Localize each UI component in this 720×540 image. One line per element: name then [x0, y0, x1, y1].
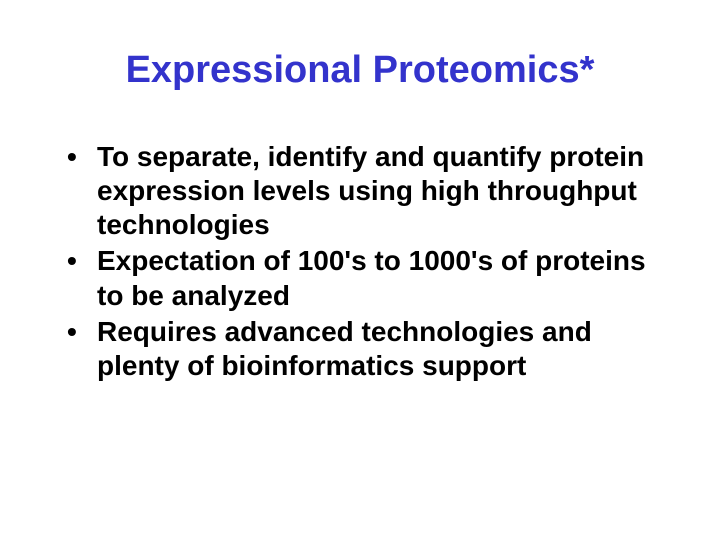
bullet-item: Expectation of 100's to 1000's of protei…	[55, 244, 665, 312]
bullet-item: To separate, identify and quantify prote…	[55, 140, 665, 242]
slide-title: Expressional Proteomics*	[55, 49, 665, 92]
bullet-item: Requires advanced technologies and plent…	[55, 315, 665, 383]
bullet-list: To separate, identify and quantify prote…	[55, 140, 665, 383]
slide-container: Expressional Proteomics* To separate, id…	[0, 0, 720, 540]
